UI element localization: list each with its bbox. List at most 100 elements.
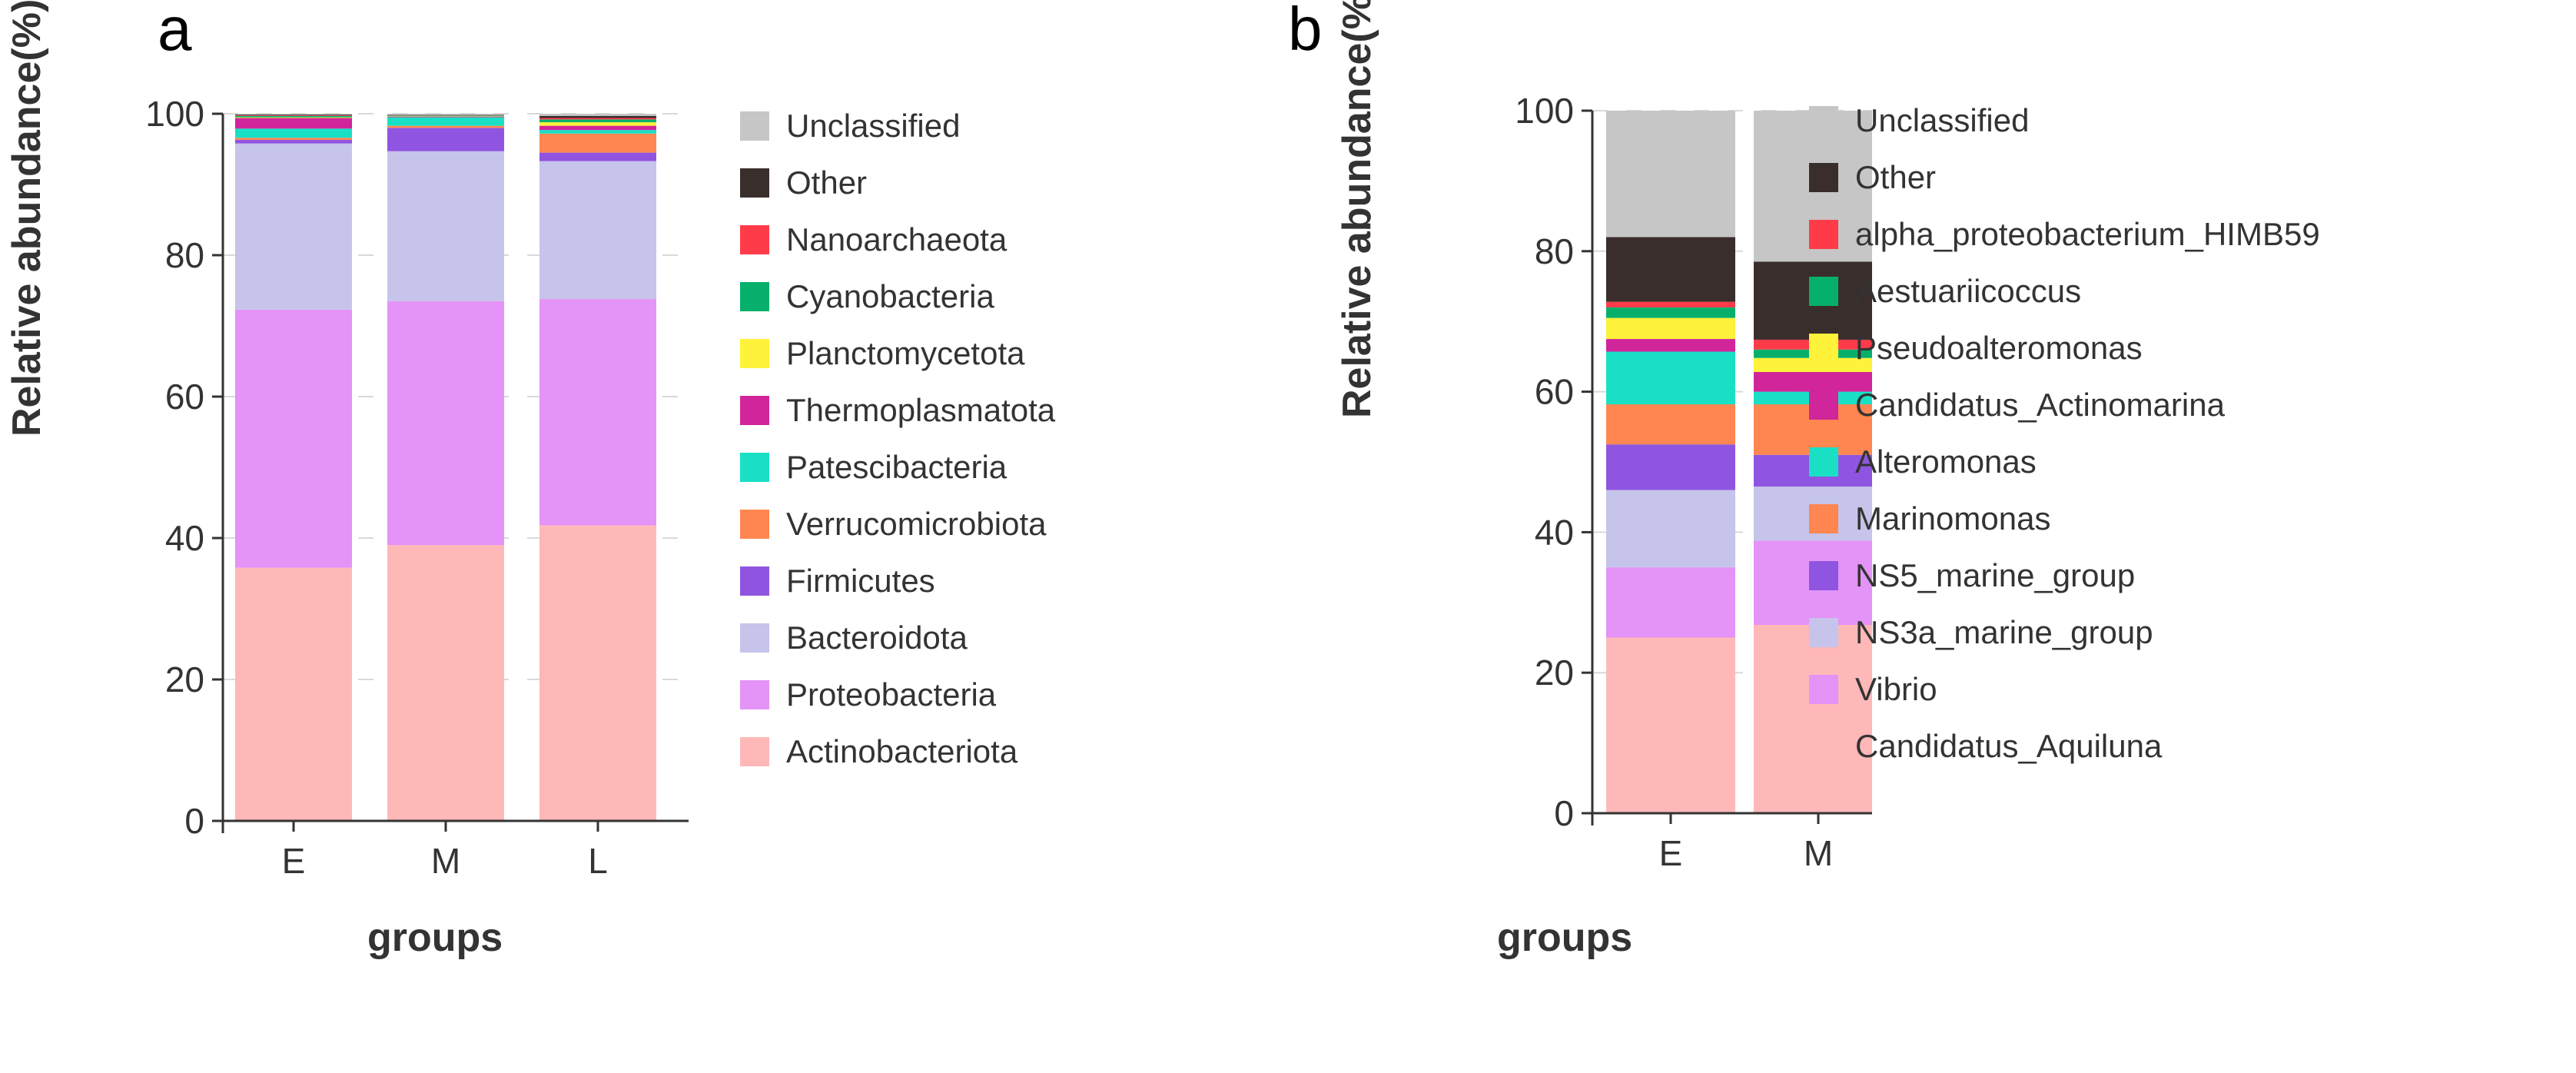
- legend-a: Unclassified Other Nanoarchaeota Cyanobacte…: [740, 98, 1055, 780]
- legend-swatch: [740, 737, 769, 766]
- legend-label: Candidatus_Actinomarina: [1855, 387, 2225, 423]
- panel-label-b: b: [1288, 0, 1323, 63]
- legend-label: Bacteroidota: [786, 620, 968, 656]
- legend-swatch: [740, 453, 769, 482]
- y-tick-label: 40: [1535, 512, 1574, 552]
- legend-label: Proteobacteria: [786, 676, 997, 713]
- legend-swatch: [740, 168, 769, 198]
- legend-swatch: [1809, 334, 1838, 363]
- bar-segment-e-proteobacteria: [235, 309, 352, 568]
- legend-item-candidatus-actinomarina: Candidatus_Actinomarina: [1809, 377, 2320, 434]
- bar-segment-l-cyanobacteria: [539, 119, 656, 123]
- bar-segment-e-verrucomicrobiota: [235, 138, 352, 141]
- legend-item-alpha-proteobacterium-himb59: alpha_proteobacterium_HIMB59: [1809, 206, 2320, 263]
- bar-segment-l-other: [539, 115, 656, 118]
- x-axis-label-b: groups: [1497, 915, 1633, 960]
- legend-item-unclassified: Unclassified: [1809, 92, 2320, 149]
- legend-label: Aestuariicoccus: [1855, 273, 2082, 309]
- bar-segment-e-marinomonas: [1606, 404, 1735, 445]
- legend-swatch: [1809, 561, 1838, 590]
- bar-segment-m-verrucomicrobiota: [387, 125, 504, 128]
- legend-item-actinobacteriota: Actinobacteriota: [740, 723, 1055, 780]
- y-tick-label: 60: [1535, 372, 1574, 412]
- legend-swatch: [1809, 163, 1838, 192]
- legend-swatch: [740, 623, 769, 653]
- legend-swatch: [1809, 390, 1838, 420]
- legend-label: Verrucomicrobiota: [786, 506, 1047, 542]
- legend-label: Candidatus_Aquiluna: [1855, 728, 2163, 764]
- bar-segment-l-proteobacteria: [539, 299, 656, 526]
- legend-swatch: [1809, 675, 1838, 704]
- bar-segment-m-firmicutes: [387, 128, 504, 151]
- bar-segment-e-alpha-proteobacterium-himb59: [1606, 301, 1735, 307]
- legend-item-vibrio: Vibrio: [1809, 661, 2320, 718]
- legend-swatch: [740, 680, 769, 709]
- legend-label: Unclassified: [1855, 102, 2030, 138]
- x-tick-label: M: [1804, 833, 1833, 873]
- bar-segment-e-ns3a-marine-group: [1606, 490, 1735, 568]
- bar-segment-m-patescibacteria: [387, 117, 504, 126]
- legend-swatch: [740, 339, 769, 368]
- bar-segment-e-vibrio: [1606, 567, 1735, 638]
- y-tick-label: 100: [1515, 91, 1574, 131]
- bar-segment-l-bacteroidota: [539, 161, 656, 300]
- bar-segment-l-verrucomicrobiota: [539, 133, 656, 153]
- bar-segment-m-bacteroidota: [387, 151, 504, 301]
- bar-segment-l-patescibacteria: [539, 130, 656, 134]
- bar-segment-e-bacteroidota: [235, 143, 352, 310]
- y-tick-label: 0: [184, 801, 204, 841]
- bar-segment-e-ns5-marine-group: [1606, 444, 1735, 490]
- bar-segment-e-cyanobacteria: [235, 115, 352, 118]
- legend-swatch: [740, 282, 769, 311]
- y-tick-label: 60: [165, 377, 204, 417]
- legend-item-verrucomicrobiota: Verrucomicrobiota: [740, 496, 1055, 553]
- legend-item-proteobacteria: Proteobacteria: [740, 666, 1055, 723]
- bar-segment-e-unclassified: [235, 114, 352, 115]
- legend-item-ns3a-marine-group: NS3a_marine_group: [1809, 604, 2320, 661]
- legend-swatch: [1809, 732, 1838, 761]
- bar-segment-e-thermoplasmatota: [235, 118, 352, 129]
- x-tick-label: M: [431, 841, 460, 881]
- legend-label: Unclassified: [786, 108, 961, 144]
- bar-segment-e-unclassified: [1606, 111, 1735, 238]
- bar-segment-l-actinobacteriota: [539, 525, 656, 821]
- x-tick-label: L: [588, 841, 608, 881]
- legend-swatch: [1809, 447, 1838, 477]
- y-tick-label: 20: [165, 659, 204, 699]
- bar-segment-e-pseudoalteromonas: [1606, 317, 1735, 340]
- bar-segment-e-other: [1606, 237, 1735, 302]
- bar-segment-m-actinobacteriota: [387, 545, 504, 821]
- bar-segment-e-actinobacteriota: [235, 567, 352, 821]
- legend-swatch: [740, 225, 769, 254]
- legend-label: Nanoarchaeota: [786, 221, 1007, 257]
- legend-item-nanoarchaeota: Nanoarchaeota: [740, 211, 1055, 268]
- legend-label: Other: [1855, 159, 1937, 195]
- y-tick-label: 20: [1535, 653, 1574, 693]
- legend-swatch: [1809, 504, 1838, 533]
- legend-label: Firmicutes: [786, 563, 935, 599]
- bar-segment-m-proteobacteria: [387, 301, 504, 546]
- legend-label: NS5_marine_group: [1855, 557, 2136, 593]
- legend-label: Vibrio: [1855, 671, 1937, 707]
- legend-label: Actinobacteriota: [786, 733, 1018, 769]
- legend-item-other: Other: [1809, 149, 2320, 206]
- bar-segment-l-planctomycetota: [539, 122, 656, 126]
- legend-label: NS3a_marine_group: [1855, 614, 2153, 650]
- bar-segment-m-thermoplasmatota: [387, 116, 504, 118]
- bar-segment-l-thermoplasmatota: [539, 125, 656, 131]
- legend-label: Planctomycetota: [786, 335, 1025, 371]
- y-tick-label: 80: [165, 235, 204, 275]
- bar-segment-e-aestuariicoccus: [1606, 307, 1735, 318]
- legend-b: Unclassified Other alpha_proteobacterium_H…: [1809, 92, 2320, 775]
- legend-item-pseudoalteromonas: Pseudoalteromonas: [1809, 320, 2320, 377]
- x-axis-label-a: groups: [367, 915, 503, 960]
- legend-item-unclassified: Unclassified: [740, 98, 1055, 154]
- bar-segment-e-patescibacteria: [235, 128, 352, 138]
- y-tick-label: 0: [1554, 793, 1574, 833]
- bar-segment-e-candidatus-aquiluna: [1606, 637, 1735, 813]
- bar-segment-m-candidatus-actinomarina: [1754, 372, 1872, 392]
- bar-segment-e-firmicutes: [235, 140, 352, 144]
- legend-label: Thermoplasmatota: [786, 392, 1056, 428]
- legend-item-bacteroidota: Bacteroidota: [740, 610, 1055, 666]
